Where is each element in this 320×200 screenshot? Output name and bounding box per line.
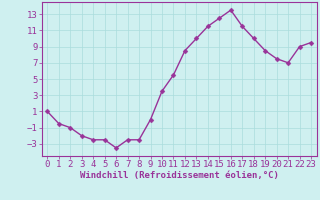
X-axis label: Windchill (Refroidissement éolien,°C): Windchill (Refroidissement éolien,°C): [80, 171, 279, 180]
